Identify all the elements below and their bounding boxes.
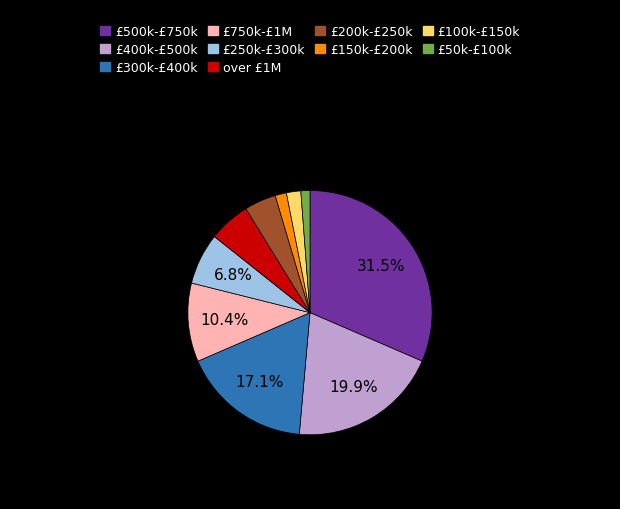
- Text: 6.8%: 6.8%: [214, 268, 253, 282]
- Wedge shape: [198, 313, 310, 435]
- Legend: £500k-£750k, £400k-£500k, £300k-£400k, £750k-£1M, £250k-£300k, over £1M, £200k-£: £500k-£750k, £400k-£500k, £300k-£400k, £…: [96, 22, 524, 78]
- Wedge shape: [301, 191, 310, 313]
- Text: 10.4%: 10.4%: [201, 313, 249, 327]
- Text: 31.5%: 31.5%: [357, 259, 405, 274]
- Wedge shape: [188, 284, 310, 361]
- Wedge shape: [275, 193, 310, 313]
- Wedge shape: [215, 209, 310, 313]
- Wedge shape: [286, 191, 310, 313]
- Wedge shape: [246, 196, 310, 313]
- Wedge shape: [310, 191, 432, 361]
- Text: 19.9%: 19.9%: [329, 379, 378, 394]
- Text: 17.1%: 17.1%: [236, 375, 284, 390]
- Wedge shape: [299, 313, 422, 435]
- Wedge shape: [192, 237, 310, 313]
